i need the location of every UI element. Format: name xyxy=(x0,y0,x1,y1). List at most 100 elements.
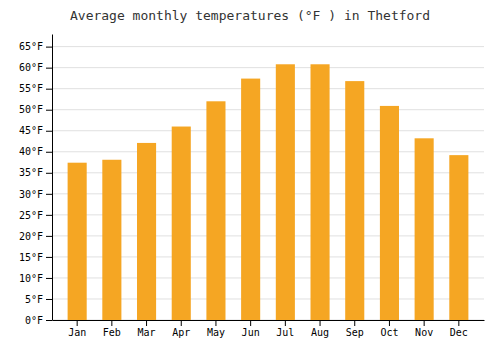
tick-label: 40°F xyxy=(19,146,43,157)
tick: May xyxy=(207,320,225,338)
tick: 60°F xyxy=(19,62,52,73)
tick-mark xyxy=(46,236,52,237)
y-axis: 0°F 5°F 10°F 15°F 20°F 25°F 30°F 35°F 40°F 45°F 50… xyxy=(19,35,53,326)
bar xyxy=(241,79,260,320)
tick: 55°F xyxy=(19,83,52,94)
tick: 15°F xyxy=(19,252,52,263)
tick-label: Dec xyxy=(450,327,468,338)
tick-mark xyxy=(389,320,390,326)
tick-mark xyxy=(354,320,355,326)
tick: 35°F xyxy=(19,167,52,178)
tick-mark xyxy=(46,173,52,174)
axis-line xyxy=(52,35,53,321)
tick-label: 15°F xyxy=(19,252,43,263)
tick-label: Jan xyxy=(68,327,86,338)
tick-mark xyxy=(46,257,52,258)
tick: Mar xyxy=(138,320,156,338)
tick-mark xyxy=(46,47,52,48)
tick: Apr xyxy=(172,320,190,338)
tick: 50°F xyxy=(19,104,52,115)
tick: Aug xyxy=(311,320,329,338)
tick-mark xyxy=(146,320,147,326)
tick-label: 55°F xyxy=(19,83,43,94)
tick-mark xyxy=(424,320,425,326)
tick: 10°F xyxy=(19,273,52,284)
bar xyxy=(449,155,468,320)
bars xyxy=(68,64,469,320)
tick-label: Mar xyxy=(138,327,156,338)
tick-label: 35°F xyxy=(19,167,43,178)
tick-label: Apr xyxy=(172,327,190,338)
grid-line xyxy=(52,88,484,89)
tick-mark xyxy=(46,131,52,132)
tick-mark xyxy=(46,68,52,69)
plot: 0°F 5°F 10°F 15°F 20°F 25°F 30°F 35°F 40°F 45°F 50… xyxy=(19,35,485,339)
tick-mark xyxy=(46,110,52,111)
tick: Dec xyxy=(450,320,468,338)
tick-mark xyxy=(46,215,52,216)
tick-label: 25°F xyxy=(19,210,43,221)
tick-label: Sep xyxy=(346,327,364,338)
tick-mark xyxy=(46,152,52,153)
tick: 65°F xyxy=(19,41,52,52)
chart: Average monthly temperatures (°F ) in Th… xyxy=(0,0,500,350)
tick: 5°F xyxy=(25,294,52,305)
tick-label: Jun xyxy=(242,327,260,338)
tick-label: 20°F xyxy=(19,231,43,242)
axis-line xyxy=(53,320,485,321)
tick-mark xyxy=(46,278,52,279)
tick: 40°F xyxy=(19,146,52,157)
bar xyxy=(137,143,156,320)
tick: 45°F xyxy=(19,125,52,136)
tick-label: Aug xyxy=(311,327,329,338)
tick-mark xyxy=(181,320,182,326)
x-axis: Jan Feb Mar Apr May Jun Jul Aug Sep Oct Nov Dec xyxy=(53,320,485,338)
grid-line xyxy=(52,109,484,110)
bar xyxy=(380,106,399,320)
tick-mark xyxy=(458,320,459,326)
tick-mark xyxy=(215,320,216,326)
tick: Oct xyxy=(380,320,398,338)
grid xyxy=(52,47,484,320)
bar xyxy=(206,101,225,320)
tick-mark xyxy=(111,320,112,326)
tick-mark xyxy=(46,299,52,300)
tick: Sep xyxy=(346,320,364,338)
tick-mark xyxy=(46,320,52,321)
tick-mark xyxy=(250,320,251,326)
tick-label: 5°F xyxy=(25,294,43,305)
grid-line xyxy=(52,46,484,47)
tick-mark xyxy=(46,89,52,90)
bar xyxy=(172,127,191,320)
grid-line xyxy=(52,67,484,68)
bar xyxy=(102,160,121,320)
tick: 20°F xyxy=(19,231,52,242)
tick-mark xyxy=(320,320,321,326)
tick: 0°F xyxy=(25,315,52,326)
tick: Jan xyxy=(68,320,86,338)
tick: Jul xyxy=(276,320,294,338)
tick-label: 30°F xyxy=(19,189,43,200)
tick-label: 0°F xyxy=(25,315,43,326)
tick-label: 65°F xyxy=(19,41,43,52)
tick-label: 60°F xyxy=(19,62,43,73)
tick-label: Jul xyxy=(276,327,294,338)
grid-line xyxy=(52,130,484,131)
tick: 25°F xyxy=(19,210,52,221)
tick: Nov xyxy=(415,320,433,338)
bar xyxy=(68,163,87,320)
tick: 30°F xyxy=(19,189,52,200)
bar xyxy=(276,64,295,320)
tick-mark xyxy=(46,194,52,195)
tick: Feb xyxy=(103,320,121,338)
tick-label: 45°F xyxy=(19,125,43,136)
tick-label: 50°F xyxy=(19,104,43,115)
tick-label: May xyxy=(207,327,225,338)
tick-label: Nov xyxy=(415,327,433,338)
tick-label: 10°F xyxy=(19,273,43,284)
bar xyxy=(345,81,364,320)
bar xyxy=(415,138,434,320)
tick-label: Feb xyxy=(103,327,121,338)
tick-mark xyxy=(285,320,286,326)
tick-mark xyxy=(77,320,78,326)
